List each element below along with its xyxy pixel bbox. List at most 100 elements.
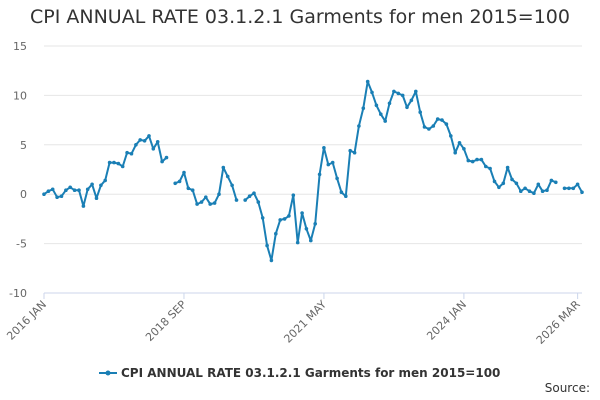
data-point[interactable] bbox=[497, 185, 501, 190]
data-point[interactable] bbox=[256, 200, 261, 204]
data-point[interactable] bbox=[470, 159, 475, 164]
data-point[interactable] bbox=[247, 194, 252, 198]
data-point[interactable] bbox=[322, 146, 326, 150]
data-point[interactable] bbox=[142, 139, 147, 143]
data-point[interactable] bbox=[278, 218, 283, 222]
data-point[interactable] bbox=[134, 143, 138, 147]
data-point[interactable] bbox=[580, 190, 584, 194]
data-point[interactable] bbox=[313, 222, 318, 226]
data-point[interactable] bbox=[571, 186, 576, 191]
data-point[interactable] bbox=[317, 172, 322, 177]
data-point[interactable] bbox=[103, 178, 107, 183]
data-point[interactable] bbox=[287, 214, 291, 218]
data-point[interactable] bbox=[488, 166, 492, 171]
legend[interactable]: CPI ANNUAL RATE 03.1.2.1 Garments for me… bbox=[99, 366, 500, 380]
data-point[interactable] bbox=[554, 180, 558, 185]
data-point[interactable] bbox=[265, 243, 269, 248]
data-point[interactable] bbox=[348, 148, 353, 153]
data-point[interactable] bbox=[453, 150, 458, 155]
data-point[interactable] bbox=[414, 89, 418, 94]
data-point[interactable] bbox=[540, 189, 545, 193]
data-point[interactable] bbox=[422, 125, 427, 129]
data-point[interactable] bbox=[435, 117, 440, 121]
data-point[interactable] bbox=[94, 196, 99, 200]
data-point[interactable] bbox=[449, 134, 453, 138]
data-point[interactable] bbox=[160, 159, 164, 164]
data-point[interactable] bbox=[282, 217, 287, 221]
data-point[interactable] bbox=[387, 101, 392, 106]
data-point[interactable] bbox=[177, 179, 182, 184]
data-point[interactable] bbox=[536, 182, 541, 187]
data-point[interactable] bbox=[444, 122, 449, 126]
data-point[interactable] bbox=[274, 231, 278, 236]
data-point[interactable] bbox=[527, 189, 532, 193]
data-point[interactable] bbox=[68, 185, 72, 190]
data-point[interactable] bbox=[107, 160, 112, 165]
data-point[interactable] bbox=[208, 202, 212, 206]
data-point[interactable] bbox=[309, 238, 313, 243]
data-point[interactable] bbox=[90, 182, 94, 187]
data-point[interactable] bbox=[501, 181, 506, 186]
data-point[interactable] bbox=[532, 191, 536, 195]
data-point[interactable] bbox=[59, 194, 64, 198]
data-point[interactable] bbox=[199, 200, 204, 204]
data-point[interactable] bbox=[138, 138, 142, 142]
data-point[interactable] bbox=[545, 188, 549, 192]
data-point[interactable] bbox=[492, 179, 497, 184]
data-point[interactable] bbox=[221, 165, 226, 170]
data-point[interactable] bbox=[81, 204, 86, 208]
data-point[interactable] bbox=[484, 164, 488, 169]
data-point[interactable] bbox=[379, 112, 383, 116]
data-point[interactable] bbox=[431, 124, 436, 128]
data-point[interactable] bbox=[326, 162, 331, 167]
data-point[interactable] bbox=[466, 158, 471, 163]
data-point[interactable] bbox=[234, 198, 239, 202]
data-point[interactable] bbox=[230, 183, 234, 188]
data-point[interactable] bbox=[335, 176, 339, 181]
data-point[interactable] bbox=[374, 103, 379, 108]
data-point[interactable] bbox=[392, 89, 396, 94]
data-point[interactable] bbox=[46, 189, 51, 193]
data-point[interactable] bbox=[260, 216, 265, 220]
data-point[interactable] bbox=[304, 227, 309, 231]
data-point[interactable] bbox=[252, 191, 256, 195]
data-point[interactable] bbox=[357, 124, 361, 128]
data-point[interactable] bbox=[383, 119, 388, 123]
data-point[interactable] bbox=[243, 198, 247, 202]
data-point[interactable] bbox=[440, 118, 444, 122]
data-point[interactable] bbox=[151, 147, 156, 151]
data-point[interactable] bbox=[344, 194, 348, 198]
data-point[interactable] bbox=[361, 106, 366, 110]
data-point[interactable] bbox=[147, 134, 151, 138]
data-point[interactable] bbox=[99, 183, 103, 188]
data-point[interactable] bbox=[330, 160, 335, 165]
data-point[interactable] bbox=[85, 187, 90, 192]
data-point[interactable] bbox=[182, 170, 186, 175]
data-point[interactable] bbox=[523, 186, 527, 191]
data-point[interactable] bbox=[269, 258, 274, 263]
data-point[interactable] bbox=[396, 91, 401, 96]
data-point[interactable] bbox=[567, 186, 571, 191]
data-point[interactable] bbox=[72, 188, 77, 192]
data-point[interactable] bbox=[409, 98, 414, 103]
data-point[interactable] bbox=[457, 141, 462, 145]
data-point[interactable] bbox=[164, 155, 169, 160]
data-point[interactable] bbox=[549, 178, 554, 183]
data-point[interactable] bbox=[519, 189, 523, 193]
data-point[interactable] bbox=[120, 164, 125, 169]
data-point[interactable] bbox=[212, 201, 217, 205]
data-point[interactable] bbox=[400, 93, 405, 98]
data-point[interactable] bbox=[291, 193, 296, 197]
data-point[interactable] bbox=[217, 192, 221, 196]
data-point[interactable] bbox=[562, 186, 567, 191]
data-point[interactable] bbox=[195, 202, 199, 206]
data-point[interactable] bbox=[64, 188, 68, 192]
data-point[interactable] bbox=[505, 165, 510, 170]
data-point[interactable] bbox=[479, 157, 484, 162]
data-point[interactable] bbox=[352, 150, 357, 155]
data-point[interactable] bbox=[77, 188, 81, 192]
data-point[interactable] bbox=[42, 192, 46, 196]
data-point[interactable] bbox=[186, 186, 191, 191]
data-point[interactable] bbox=[300, 211, 304, 215]
data-point[interactable] bbox=[339, 190, 344, 194]
